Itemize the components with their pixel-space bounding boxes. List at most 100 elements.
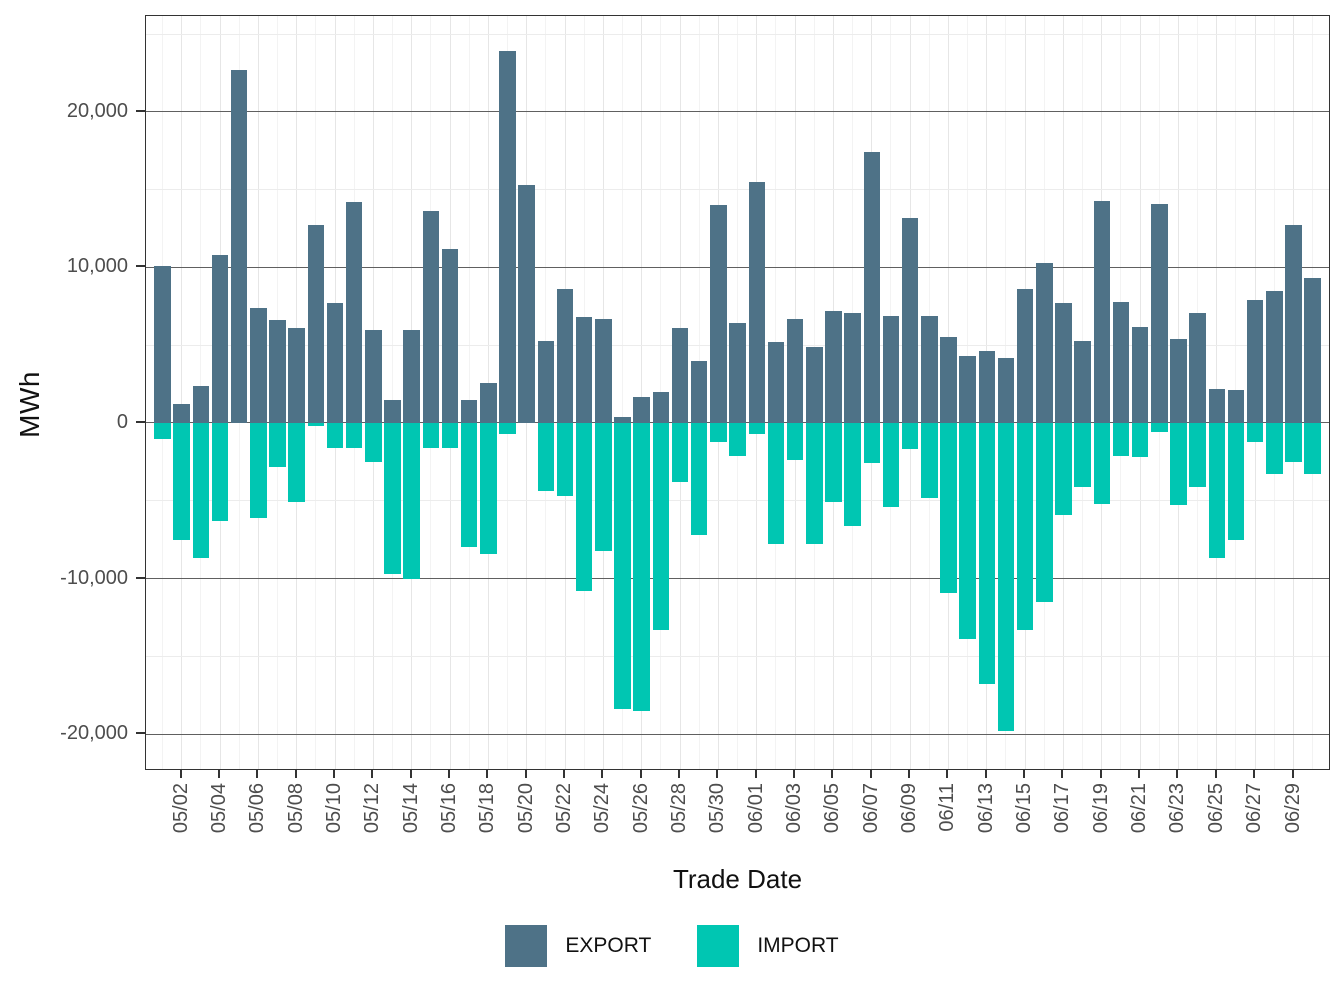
x-tick-mark <box>563 770 566 778</box>
y-tick-mark <box>136 732 145 735</box>
export-bar <box>250 307 267 423</box>
export-bar <box>537 340 555 423</box>
x-tick-label-text: 05/30 <box>706 783 729 834</box>
x-tick-mark <box>639 770 642 778</box>
vertical-minor-gridline <box>392 16 394 769</box>
import-bar <box>729 422 746 456</box>
x-tick-label-text: 06/25 <box>1204 783 1227 834</box>
export-bar <box>1151 203 1168 423</box>
export-bar <box>269 320 286 423</box>
x-tick-mark <box>448 770 451 778</box>
import-bar <box>595 422 612 551</box>
export-bar <box>959 356 976 423</box>
export-bar <box>403 329 420 423</box>
x-tick-mark <box>1023 770 1026 778</box>
export-bar <box>806 346 823 423</box>
export-bar <box>671 328 689 423</box>
y-tick-label: -20,000 <box>60 722 128 745</box>
import-bar <box>441 422 459 448</box>
export-bar <box>211 254 229 423</box>
export-bar <box>288 328 305 423</box>
x-tick-label-text: 05/18 <box>476 783 499 834</box>
import-bar <box>1112 422 1130 456</box>
export-bar <box>978 351 996 423</box>
export-bar <box>1170 338 1187 423</box>
export-bar <box>767 342 785 423</box>
x-tick-label-text: 06/11 <box>936 783 959 832</box>
x-tick-mark <box>754 770 757 778</box>
import-bar <box>460 422 478 548</box>
import-bar <box>384 422 401 574</box>
x-tick-label-text: 05/26 <box>629 783 652 834</box>
import-bar <box>1170 422 1187 506</box>
export-legend-label: EXPORT <box>565 934 652 957</box>
x-tick-label-text: 06/29 <box>1281 783 1304 834</box>
horizontal-minor-gridline <box>146 33 1329 35</box>
export-bar <box>1036 262 1053 423</box>
import-bar <box>901 422 919 450</box>
import-bar <box>480 422 497 554</box>
x-tick-label-text: 05/14 <box>399 783 422 834</box>
x-tick-label-text: 06/05 <box>821 783 844 834</box>
vertical-minor-gridline <box>468 16 470 769</box>
x-tick-mark <box>371 770 374 778</box>
export-bar <box>345 202 363 423</box>
export-bar <box>173 404 190 423</box>
export-bar <box>307 225 325 423</box>
import-bar <box>556 422 574 497</box>
x-tick-mark <box>179 770 182 778</box>
import-bar <box>748 422 765 434</box>
export-bar <box>1112 301 1130 423</box>
vertical-major-gridline <box>641 16 643 769</box>
y-tick-label: -10,000 <box>60 566 128 589</box>
export-bar <box>1093 200 1111 423</box>
x-tick-mark <box>984 770 987 778</box>
x-tick-label-text: 06/23 <box>1166 783 1189 834</box>
import-bar <box>1304 422 1321 475</box>
export-bar <box>921 315 938 423</box>
import-bar <box>671 422 689 483</box>
import-bar <box>365 422 382 462</box>
import-bar <box>154 422 171 439</box>
x-tick-mark <box>333 770 336 778</box>
export-bar <box>748 181 765 423</box>
x-tick-mark <box>1061 770 1064 778</box>
export-bar <box>1304 278 1321 423</box>
import-bar <box>192 422 210 559</box>
y-tick-mark <box>136 265 145 268</box>
y-tick-label: 0 <box>116 410 128 433</box>
legend-item-export: EXPORT <box>505 925 651 967</box>
import-bar <box>921 422 938 498</box>
import-bar <box>940 422 957 593</box>
x-tick-mark <box>524 770 527 778</box>
import-bar <box>499 422 516 434</box>
import-bar <box>1151 422 1168 433</box>
y-tick-mark <box>136 420 145 423</box>
export-bar <box>882 315 900 423</box>
export-bar <box>729 323 746 423</box>
x-tick-label-text: 05/20 <box>514 783 537 834</box>
import-bar <box>307 422 325 427</box>
import-bar <box>211 422 229 521</box>
import-bar <box>844 422 861 526</box>
import-bar <box>1189 422 1206 487</box>
export-bar <box>786 318 804 423</box>
x-tick-label-text: 06/03 <box>783 783 806 834</box>
export-legend-swatch <box>505 925 548 967</box>
import-bar <box>786 422 804 461</box>
horizontal-minor-gridline <box>146 500 1329 502</box>
x-tick-mark <box>1253 770 1256 778</box>
import-bar <box>997 422 1015 731</box>
import-bar <box>863 422 881 464</box>
horizontal-major-gridline <box>146 733 1329 735</box>
legend: EXPORT IMPORT <box>0 925 1344 967</box>
horizontal-major-gridline <box>146 111 1329 113</box>
import-bar <box>1285 422 1302 462</box>
export-bar <box>460 399 478 423</box>
x-tick-mark <box>1214 770 1217 778</box>
plot-panel <box>145 15 1330 770</box>
x-tick-label-text: 06/21 <box>1128 783 1151 834</box>
x-tick-mark <box>256 770 259 778</box>
import-legend-swatch <box>697 925 740 967</box>
export-bar <box>1285 225 1302 423</box>
